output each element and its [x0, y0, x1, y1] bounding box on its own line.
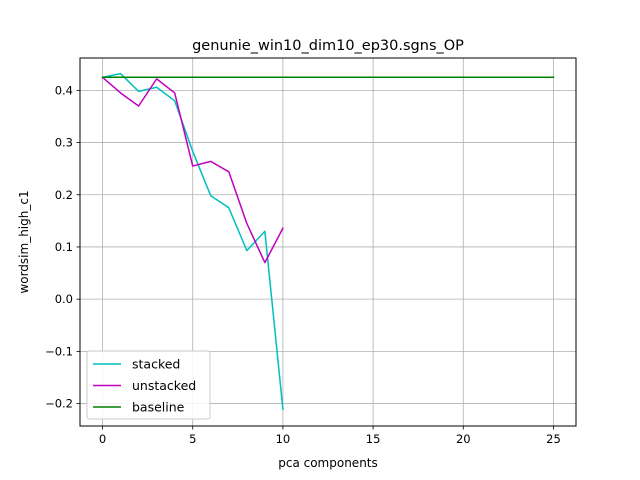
y-tick-label: 0.4 [55, 83, 73, 97]
y-tick-label: 0.0 [55, 292, 73, 306]
legend-label-baseline: baseline [132, 400, 185, 415]
y-axis-label: wordsim_high_c1 [17, 190, 31, 293]
x-tick-label: 10 [276, 432, 291, 446]
legend-label-unstacked: unstacked [132, 378, 196, 393]
x-tick-label: 0 [99, 432, 106, 446]
chart-title: genunie_win10_dim10_ep30.sgns_OP [192, 38, 464, 54]
ticks: 0 5 10 15 20 25 −0.2 −0.1 0.0 0.1 0.2 0.3 0.4 [45, 83, 561, 446]
grid [80, 58, 576, 426]
x-tick-label: 5 [189, 432, 196, 446]
y-tick-label: 0.2 [55, 188, 73, 202]
x-axis-label: pca components [278, 456, 378, 470]
series-line-stacked [101, 72, 284, 411]
y-tick-label: 0.1 [55, 240, 73, 254]
legend-label-stacked: stacked [132, 357, 180, 372]
y-tick-label: −0.1 [45, 344, 73, 358]
x-tick-label: 15 [366, 432, 381, 446]
y-tick-label: 0.3 [55, 136, 73, 150]
x-tick-label: 20 [456, 432, 471, 446]
series-layer [101, 72, 555, 411]
x-tick-label: 25 [546, 432, 561, 446]
series-line-unstacked [101, 76, 284, 264]
legend: stacked unstacked baseline [86, 350, 211, 420]
plot-frame [79, 57, 577, 427]
y-tick-label: −0.2 [45, 397, 73, 411]
legend-box [86, 350, 211, 420]
